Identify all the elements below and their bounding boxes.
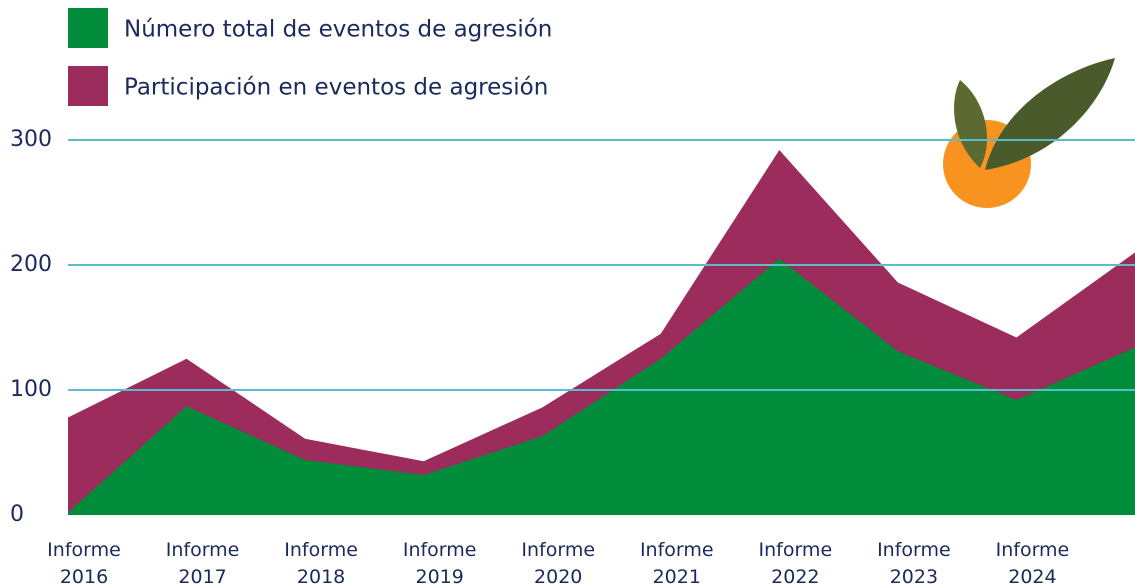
legend-label: Participación en eventos de agresión — [124, 75, 548, 101]
y-tick-label: 200 — [10, 252, 52, 277]
legend-label: Número total de eventos de agresión — [124, 17, 552, 43]
x-tick-label: Informe 2024 — [996, 539, 1070, 588]
legend-swatch — [68, 8, 108, 48]
x-tick-label: Informe 2019 — [403, 539, 477, 588]
x-tick-label: Informe 2017 — [166, 539, 240, 588]
decoration — [943, 58, 1115, 208]
x-tick-label: Informe 2023 — [877, 539, 951, 588]
legend-swatch — [68, 66, 108, 106]
x-tick-label: Informe 2018 — [284, 539, 358, 588]
y-tick-label: 0 — [10, 502, 24, 527]
x-tick-label: Informe 2021 — [640, 539, 714, 588]
y-tick-label: 300 — [10, 127, 52, 152]
y-tick-label: 100 — [10, 377, 52, 402]
x-tick-label: Informe 2020 — [521, 539, 595, 588]
x-tick-label: Informe 2022 — [759, 539, 833, 588]
area — [68, 258, 1135, 515]
x-tick-label: Informe 2016 — [47, 539, 121, 588]
